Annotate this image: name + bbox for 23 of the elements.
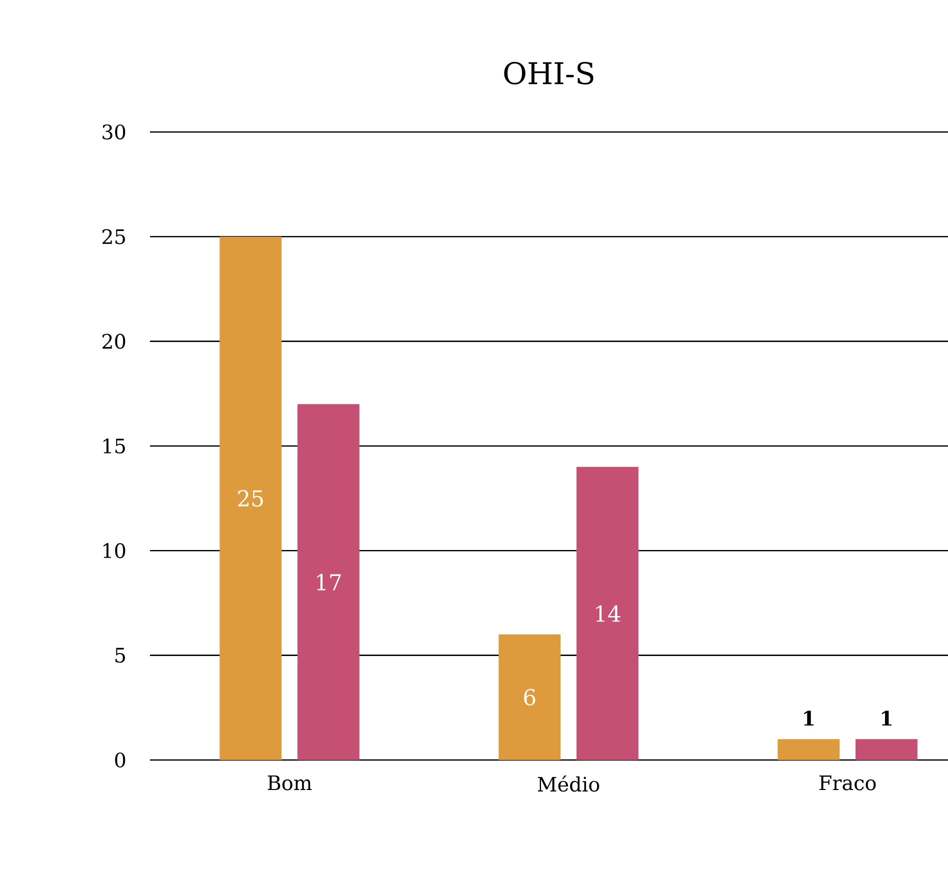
bar [220, 236, 282, 760]
bar [778, 739, 840, 760]
x-tick-label: Médio [538, 776, 600, 792]
y-tick-label: 25 [102, 229, 125, 244]
chart-title: OHI-S [504, 62, 594, 84]
y-tick-label: 30 [102, 124, 126, 140]
y-tick-label: 20 [102, 334, 126, 349]
y-tick-label: 0 [115, 752, 126, 768]
y-tick-label: 5 [115, 648, 125, 663]
data-label: 14 [596, 605, 620, 622]
bar [576, 466, 638, 760]
data-label: 17 [317, 574, 341, 590]
data-label: 1 [882, 710, 892, 726]
bar [856, 739, 918, 760]
x-tick-label: Fraco [819, 776, 876, 790]
data-label: 6 [524, 688, 536, 706]
y-tick-label: 10 [104, 543, 126, 558]
x-tick-label: Bom [268, 776, 312, 790]
data-label: 25 [238, 490, 263, 507]
bar [297, 404, 360, 760]
y-tick-label: 15 [104, 438, 125, 454]
bar [498, 634, 561, 760]
data-label: 1 [804, 710, 814, 726]
